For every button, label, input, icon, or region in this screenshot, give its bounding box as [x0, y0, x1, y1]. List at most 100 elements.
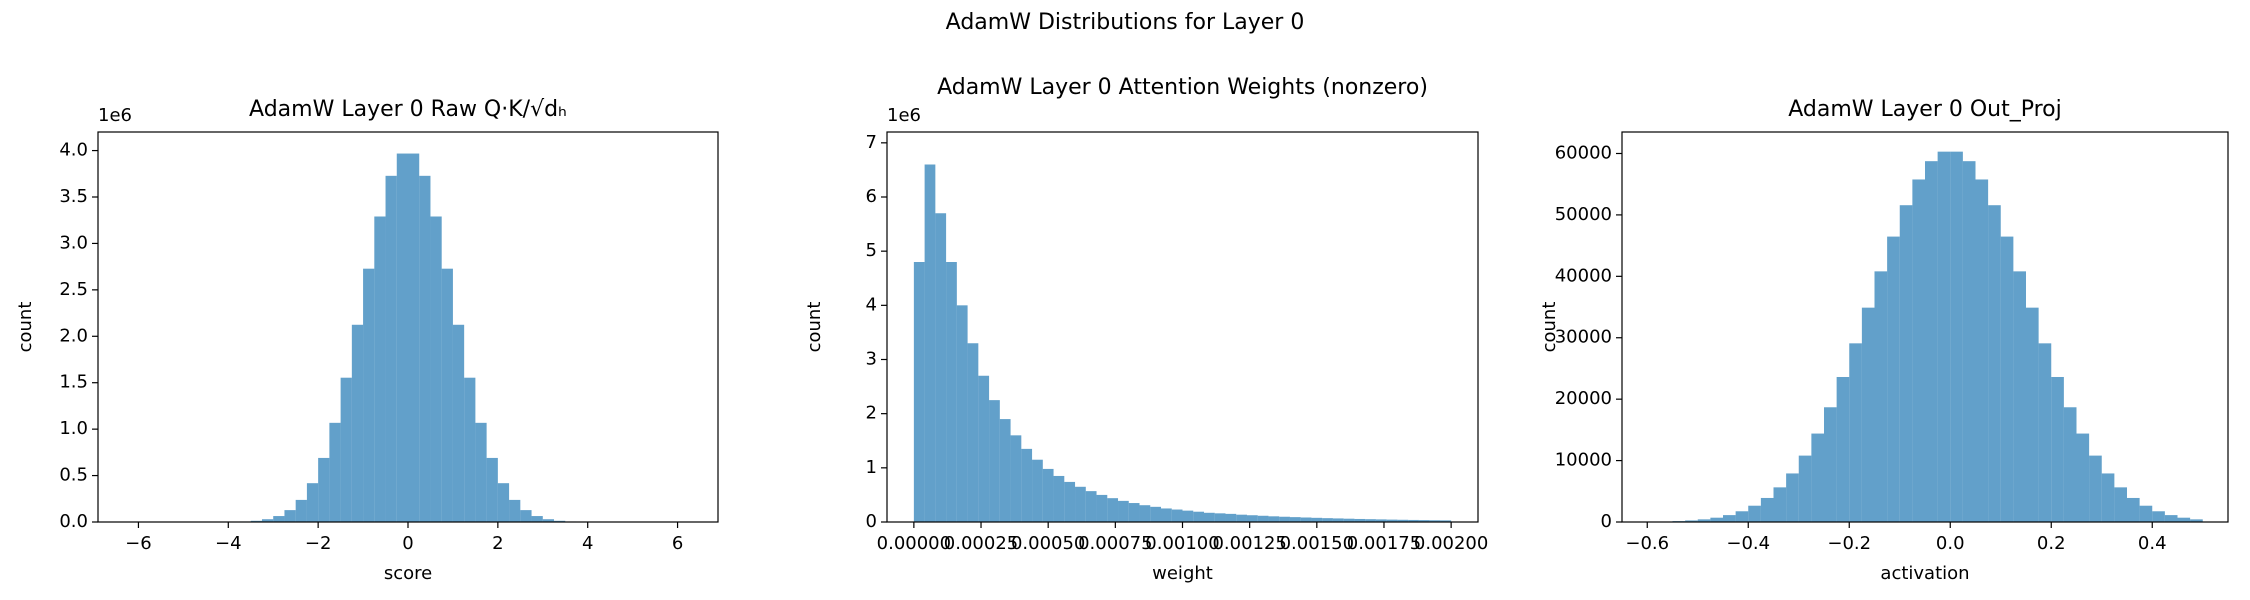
y-tick-label: 4 [866, 294, 877, 315]
bar [1171, 509, 1183, 522]
bar [1375, 519, 1387, 522]
bar [1962, 161, 1976, 523]
bar [1096, 494, 1108, 522]
bar [1042, 468, 1054, 522]
bar [935, 213, 947, 522]
bar [2139, 505, 2153, 522]
x-tick-label: 2 [492, 533, 503, 554]
y-tick-label: 1 [866, 457, 877, 478]
bar [1139, 505, 1151, 522]
y-tick-label: 40000 [1555, 265, 1612, 286]
bar [1760, 497, 1774, 522]
x-tick-label: 4 [582, 533, 593, 554]
bar [1773, 487, 1787, 522]
bar [374, 216, 386, 522]
y-tick-label: 6 [866, 186, 877, 207]
bar [1723, 515, 1736, 522]
bar [1365, 519, 1376, 522]
bar [452, 324, 465, 522]
bar [2101, 473, 2115, 522]
x-tick-label: 0.00150 [1280, 533, 1354, 554]
bar [2164, 515, 2178, 522]
bar [978, 375, 990, 522]
bar [1786, 473, 1799, 522]
bar [261, 519, 274, 522]
bar [1408, 519, 1419, 522]
y-tick-label: 3.0 [59, 232, 88, 253]
y-tick-label: 60000 [1555, 142, 1612, 163]
bar [284, 510, 296, 522]
bar [2190, 519, 2203, 522]
bar [1257, 515, 1269, 522]
bar [1899, 205, 1913, 522]
y-axis-label: count [15, 302, 36, 353]
y-offset-label: 1e6 [887, 105, 921, 126]
bar [329, 422, 341, 522]
bar [1279, 516, 1290, 522]
bar [531, 516, 543, 522]
y-tick-label: 7 [866, 132, 877, 153]
x-tick-label: 0.2 [2037, 533, 2066, 554]
bar [2063, 407, 2077, 522]
bar [1085, 491, 1097, 522]
axes-frame [1621, 131, 2229, 523]
bar [1053, 475, 1065, 522]
x-tick-label: 0.00100 [1145, 533, 1219, 554]
bar [2089, 455, 2102, 522]
x-tick-label: 6 [672, 533, 683, 554]
bar [1236, 514, 1247, 522]
bar [1429, 520, 1441, 522]
bar [2000, 236, 2014, 523]
bar [1824, 407, 1837, 522]
y-tick-label: 20000 [1555, 388, 1612, 409]
bar [1193, 511, 1204, 522]
figure-title: AdamW Distributions for Layer 0 [946, 10, 1305, 35]
x-tick-label: 0.00050 [1011, 533, 1085, 554]
bar [1440, 520, 1452, 522]
x-tick-label: 0.00200 [1414, 533, 1488, 554]
bar [1010, 435, 1022, 522]
bar [1161, 508, 1172, 522]
bar [509, 499, 521, 522]
bar [1710, 517, 1723, 522]
y-tick-label: 0.5 [59, 465, 88, 486]
bar [441, 268, 453, 522]
subplot: −6 −4 −2 0 2 4 6 0.0 0.5 1.0 1.5 2.0 2.5 3.0 3.5 4.0 Ada… [15, 97, 719, 584]
bar [1118, 500, 1129, 522]
bar [1075, 486, 1086, 522]
bar [542, 519, 555, 522]
bar [1246, 515, 1258, 522]
x-tick-label: −2 [305, 533, 332, 554]
bar [1685, 520, 1698, 522]
bar [1128, 503, 1140, 522]
x-axis-label: score [384, 563, 432, 584]
bar [351, 324, 364, 522]
y-tick-label: 10000 [1555, 450, 1612, 471]
bar [554, 520, 566, 522]
bar [1343, 518, 1355, 522]
bar [306, 483, 319, 522]
bar [2152, 511, 2165, 522]
x-tick-label: −4 [215, 533, 242, 554]
bar [1107, 498, 1119, 522]
bar [924, 164, 936, 522]
bar [1861, 307, 1875, 522]
y-tick-label: 0.0 [59, 511, 88, 532]
x-tick-label: 0.00175 [1347, 533, 1421, 554]
y-offset-label: 1e6 [98, 105, 132, 126]
bar [318, 457, 330, 522]
bar [2114, 487, 2127, 522]
bar [1418, 520, 1430, 522]
bar [1397, 519, 1409, 522]
bar [1354, 518, 1366, 522]
x-tick-label: −0.6 [1625, 533, 1669, 554]
bar [1322, 518, 1333, 522]
bar [475, 422, 487, 522]
x-tick-label: 0.00000 [877, 533, 951, 554]
bar [956, 305, 968, 522]
bar [396, 153, 408, 523]
bar [464, 377, 476, 522]
y-tick-label: 30000 [1555, 327, 1612, 348]
y-tick-label: 2.0 [59, 325, 88, 346]
subplot: 0.000000.000250.000500.000750.001000.001… [804, 75, 1488, 584]
